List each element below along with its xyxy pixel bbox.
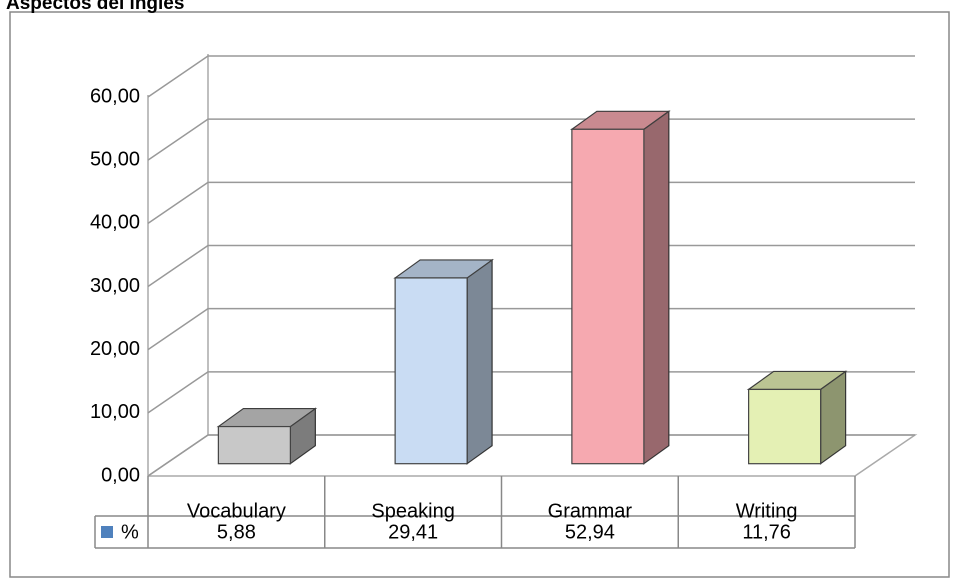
bar-side-shade bbox=[643, 111, 669, 464]
legend-label: % bbox=[121, 521, 139, 543]
chart-title: Aspectos del inglés bbox=[6, 0, 184, 14]
y-tick-label: 20,00 bbox=[90, 338, 140, 360]
y-tick-label: 0,00 bbox=[101, 464, 140, 486]
value-label: 29,41 bbox=[388, 521, 438, 543]
bar bbox=[571, 128, 645, 465]
grid-line bbox=[147, 181, 915, 224]
legend-swatch bbox=[101, 526, 113, 538]
chart-frame bbox=[9, 11, 950, 578]
grid-line bbox=[147, 371, 915, 414]
grid-line bbox=[147, 118, 915, 161]
x-tick-label: Writing bbox=[736, 500, 798, 522]
bar bbox=[217, 425, 291, 465]
bar-top-shade bbox=[395, 259, 493, 278]
bar-top-shade bbox=[218, 408, 316, 427]
grid-line bbox=[147, 434, 915, 477]
y-tick-label: 60,00 bbox=[90, 85, 140, 107]
y-tick-label: 30,00 bbox=[90, 275, 140, 297]
bar-side-shade bbox=[467, 259, 493, 464]
grid-line bbox=[147, 55, 915, 98]
bar bbox=[394, 277, 468, 465]
x-tick-label: Grammar bbox=[548, 500, 633, 522]
y-tick-label: 50,00 bbox=[90, 148, 140, 170]
bar-top-shade bbox=[571, 111, 669, 130]
x-tick-label: Vocabulary bbox=[187, 500, 286, 522]
y-tick-label: 10,00 bbox=[90, 401, 140, 423]
x-tick-label: Speaking bbox=[371, 500, 454, 522]
value-label: 5,88 bbox=[217, 521, 256, 543]
grid-line bbox=[147, 244, 915, 288]
bar-side-shade bbox=[820, 371, 846, 464]
bar bbox=[748, 388, 822, 465]
value-label: 11,76 bbox=[742, 521, 791, 543]
grid-line bbox=[147, 307, 915, 351]
bar-top-shade bbox=[748, 371, 846, 390]
value-label: 52,94 bbox=[565, 521, 615, 543]
y-tick-label: 40,00 bbox=[90, 212, 140, 234]
